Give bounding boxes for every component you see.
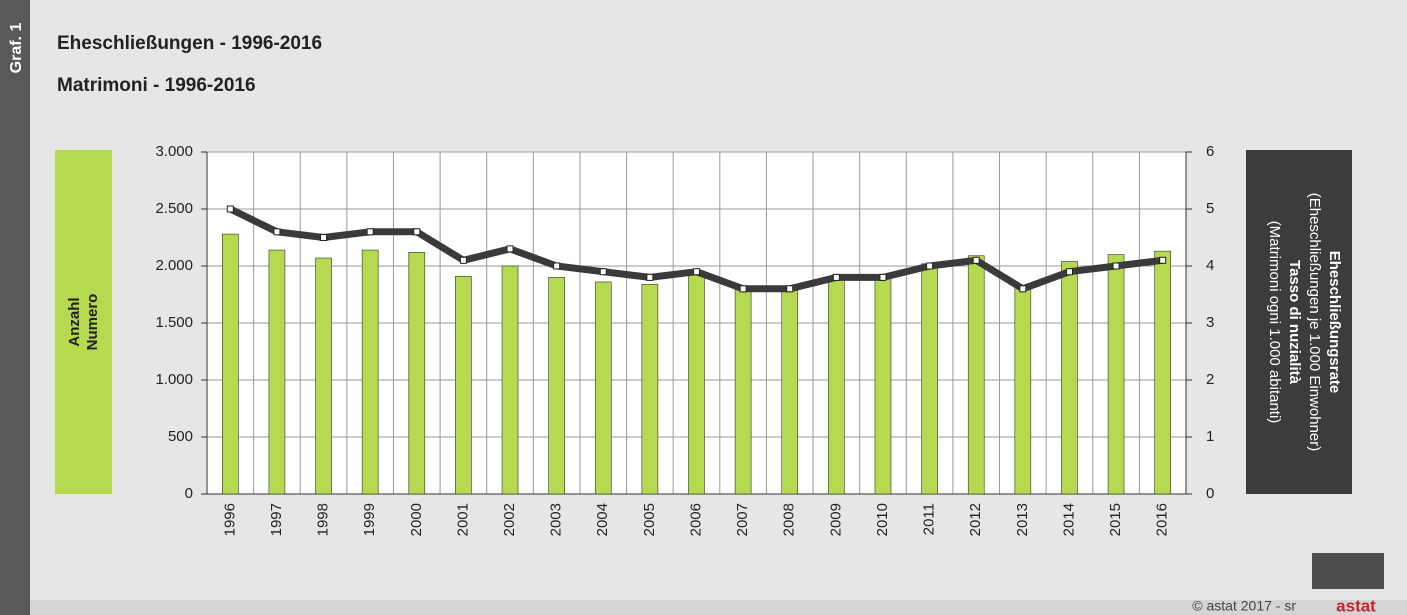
logo: astat xyxy=(1336,596,1376,615)
line-marker xyxy=(832,273,840,281)
x-tick-label: 2001 xyxy=(454,503,471,536)
bar xyxy=(781,289,799,495)
y-tick-label: 1.500 xyxy=(155,314,193,331)
y2-tick-label: 6 xyxy=(1206,143,1214,160)
y-tick-label: 3.000 xyxy=(155,143,193,160)
x-tick-label: 1998 xyxy=(315,503,332,536)
bar xyxy=(222,233,239,495)
x-tick-label: 2000 xyxy=(408,503,425,536)
footer-band xyxy=(30,600,1407,615)
x-tick-label: 1999 xyxy=(361,503,378,536)
line-marker xyxy=(786,285,794,293)
x-tick-label: 2012 xyxy=(967,503,984,536)
x-tick-label: 2005 xyxy=(641,503,658,536)
bar xyxy=(408,252,426,495)
line-marker xyxy=(879,273,887,281)
y2-tick-label: 2 xyxy=(1206,371,1214,388)
bar xyxy=(361,249,379,495)
y2-tick-label: 5 xyxy=(1206,200,1214,217)
line-marker xyxy=(1112,262,1120,270)
bar xyxy=(548,277,565,495)
y2-axis-label: Tasso di nuzialità xyxy=(1286,260,1303,385)
chart-subtitle: Matrimoni - 1996-2016 xyxy=(57,75,256,96)
line-marker xyxy=(739,285,747,293)
bar xyxy=(1061,261,1078,495)
bar xyxy=(455,275,472,495)
x-tick-label: 2015 xyxy=(1107,503,1124,536)
x-tick-label: 2009 xyxy=(827,503,844,536)
y-tick-label: 2.500 xyxy=(155,200,193,217)
y2-tick-label: 1 xyxy=(1206,428,1214,445)
y2-tick-label: 4 xyxy=(1206,257,1214,274)
y-tick-label: 1.000 xyxy=(155,371,193,388)
y-tick-label: 0 xyxy=(185,485,193,502)
bar xyxy=(1014,287,1032,495)
x-tick-label: 2011 xyxy=(921,503,938,535)
x-tick-label: 2003 xyxy=(548,503,565,536)
x-tick-label: 2002 xyxy=(501,503,518,536)
line-marker xyxy=(693,268,700,276)
y-axis-label: Numero xyxy=(84,294,101,351)
bar xyxy=(594,281,612,495)
side-strip xyxy=(0,0,30,615)
line-marker xyxy=(226,205,234,213)
line-marker xyxy=(599,268,607,276)
y2-axis-label: (Eheschließungen je 1.000 Einwohner) xyxy=(1306,193,1323,452)
x-tick-label: 2008 xyxy=(781,503,798,536)
bar xyxy=(268,249,286,495)
chart-title: Eheschließungen - 1996-2016 xyxy=(57,33,322,54)
line-marker xyxy=(553,262,561,270)
x-tick-label: 2006 xyxy=(687,503,704,536)
x-tick-label: 2014 xyxy=(1060,503,1077,536)
y-tick-label: 2.000 xyxy=(155,257,193,274)
y2-label-box xyxy=(1246,150,1352,494)
line-marker xyxy=(926,262,934,270)
line-marker xyxy=(506,245,514,253)
bar xyxy=(501,265,519,495)
line-marker xyxy=(413,228,421,236)
x-tick-label: 2004 xyxy=(594,503,611,536)
x-tick-label: 2007 xyxy=(734,503,751,536)
y2-tick-label: 3 xyxy=(1206,314,1214,331)
bar xyxy=(1154,250,1171,495)
bar xyxy=(641,283,659,495)
x-tick-label: 1996 xyxy=(221,503,238,536)
bar xyxy=(921,263,938,495)
line-marker xyxy=(320,234,328,241)
line-marker xyxy=(1019,285,1027,293)
y2-axis-label: Eheschließungsrate xyxy=(1326,251,1343,394)
x-tick-label: 2010 xyxy=(874,503,891,536)
line-marker xyxy=(1159,256,1167,264)
x-tick-label: 2013 xyxy=(1014,503,1031,536)
line-marker xyxy=(273,228,281,236)
bar xyxy=(734,289,752,495)
bar xyxy=(688,273,705,495)
bar xyxy=(1107,254,1125,495)
y2-tick-label: 0 xyxy=(1206,485,1214,502)
y-axis-label: Anzahl xyxy=(66,297,83,346)
bar xyxy=(828,278,845,495)
logo-map xyxy=(1312,553,1384,589)
line-marker xyxy=(646,273,654,281)
bar xyxy=(874,278,892,495)
line-marker xyxy=(1065,268,1073,276)
y-tick-label: 500 xyxy=(168,428,193,445)
side-label: Graf. 1 xyxy=(8,23,25,74)
y-label-box xyxy=(55,150,112,494)
line-marker xyxy=(366,228,374,236)
line-marker xyxy=(972,256,980,264)
line-marker xyxy=(459,256,467,264)
bar xyxy=(315,257,332,495)
x-tick-label: 1997 xyxy=(268,503,285,536)
bar xyxy=(967,255,985,495)
credit: © astat 2017 - sr xyxy=(1192,598,1296,614)
y2-axis-label: (Matrimoni ogni 1.000 abitanti) xyxy=(1266,221,1283,424)
x-tick-label: 2016 xyxy=(1154,503,1171,536)
